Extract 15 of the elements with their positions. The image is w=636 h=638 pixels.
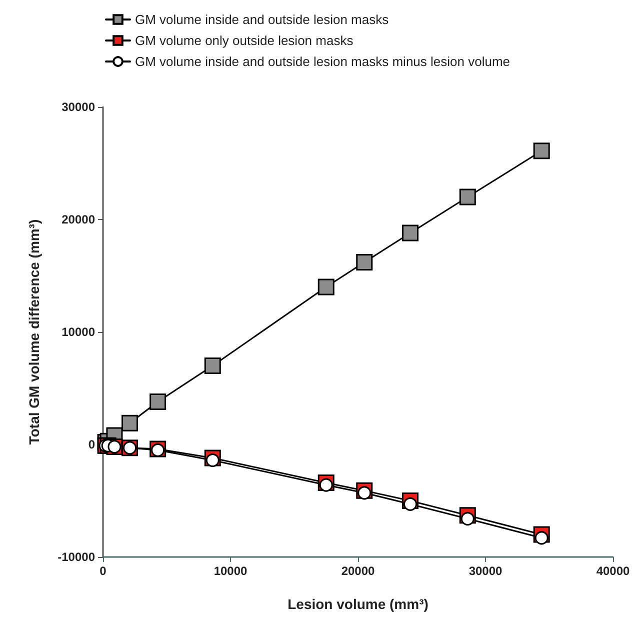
x-tick-label: 20000	[341, 564, 376, 578]
y-tick-label: 20000	[62, 212, 96, 226]
legend-label: GM volume inside and outside lesion masks minus lesion volume	[135, 54, 510, 69]
y-tick-label: 0	[88, 438, 96, 452]
x-tick-label: 10000	[214, 564, 248, 578]
y-tick-label: 10000	[62, 325, 96, 339]
x-tick-label: 0	[100, 564, 107, 578]
legend-label: GM volume only outside lesion masks	[135, 33, 354, 48]
x-tick-label: 30000	[468, 564, 503, 578]
y-tick-label: -10000	[58, 550, 96, 564]
legend-label: GM volume inside and outside lesion masks	[135, 12, 390, 27]
y-axis-title: Total GM volume difference (mm³)	[26, 219, 42, 445]
x-tick-label: 40000	[596, 564, 630, 578]
x-axis-title: Lesion volume (mm³)	[288, 596, 428, 612]
y-tick-label: 30000	[62, 100, 96, 114]
